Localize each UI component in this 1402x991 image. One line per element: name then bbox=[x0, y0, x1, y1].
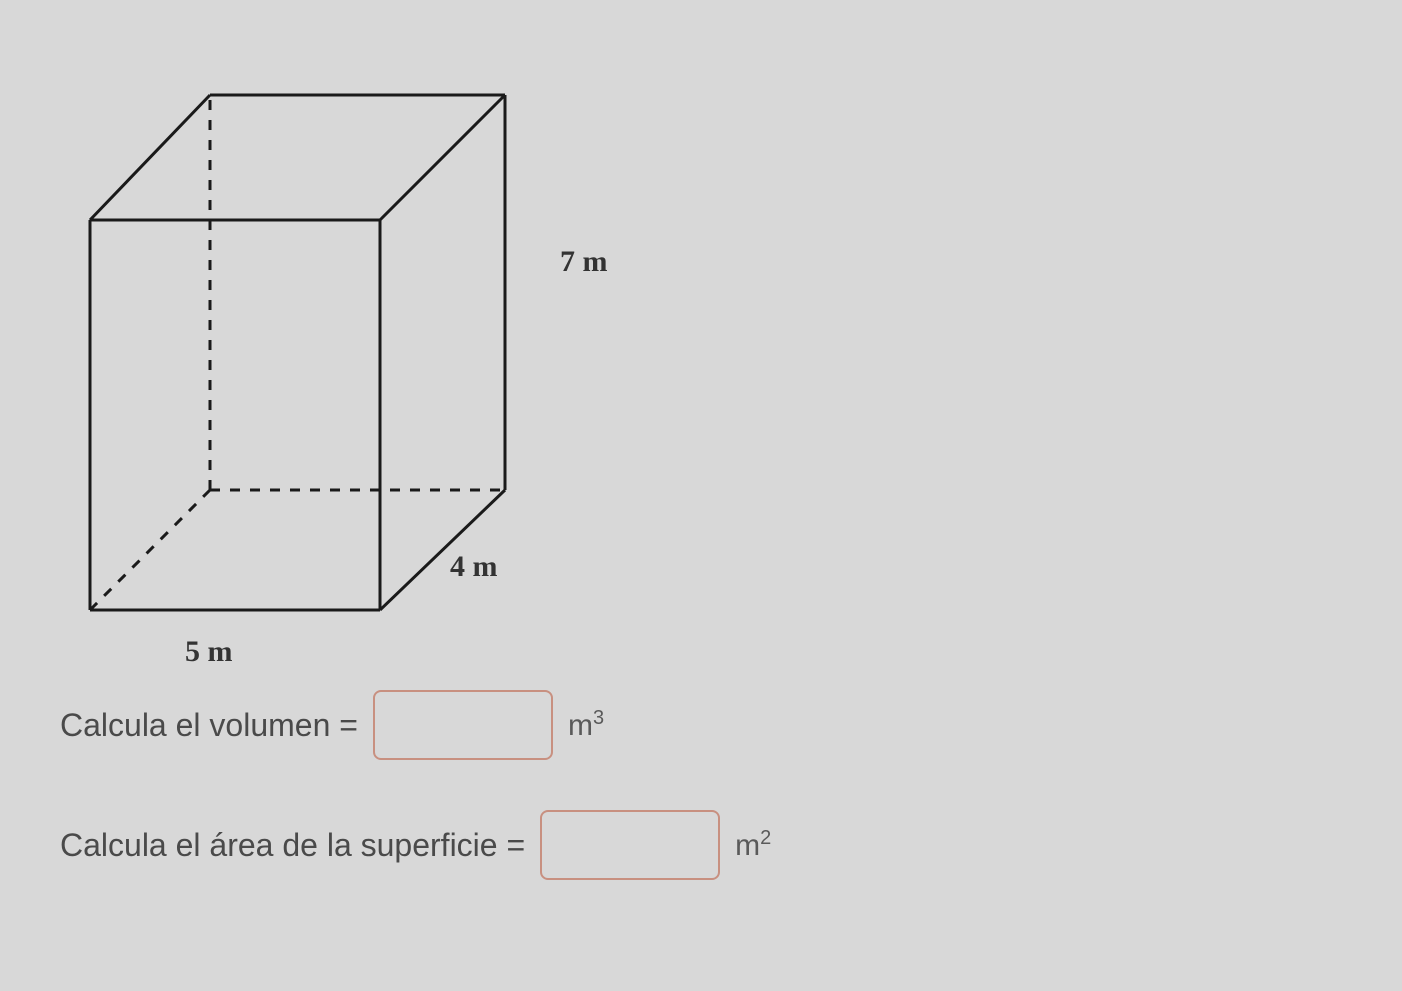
surface-area-question-row: Calcula el área de la superficie = m2 bbox=[60, 810, 1352, 880]
volume-prompt: Calcula el volumen = bbox=[60, 707, 358, 744]
height-label: 7 m bbox=[560, 245, 608, 279]
volume-question-row: Calcula el volumen = m3 bbox=[60, 690, 1352, 760]
volume-unit: m3 bbox=[568, 707, 604, 743]
surface-area-answer-input[interactable] bbox=[540, 810, 720, 880]
prism-diagram: 7 m 4 m 5 m bbox=[50, 50, 650, 650]
top-left-depth-edge bbox=[90, 95, 210, 220]
depth-label: 4 m bbox=[450, 550, 498, 584]
volume-answer-input[interactable] bbox=[373, 690, 553, 760]
width-label: 5 m bbox=[185, 635, 233, 669]
surface-area-prompt: Calcula el área de la superficie = bbox=[60, 827, 525, 864]
top-right-depth-edge bbox=[380, 95, 505, 220]
bottom-left-depth-edge-hidden bbox=[90, 490, 210, 610]
surface-area-unit: m2 bbox=[735, 827, 771, 863]
questions-section: Calcula el volumen = m3 Calcula el área … bbox=[50, 690, 1352, 880]
prism-svg bbox=[50, 50, 650, 670]
